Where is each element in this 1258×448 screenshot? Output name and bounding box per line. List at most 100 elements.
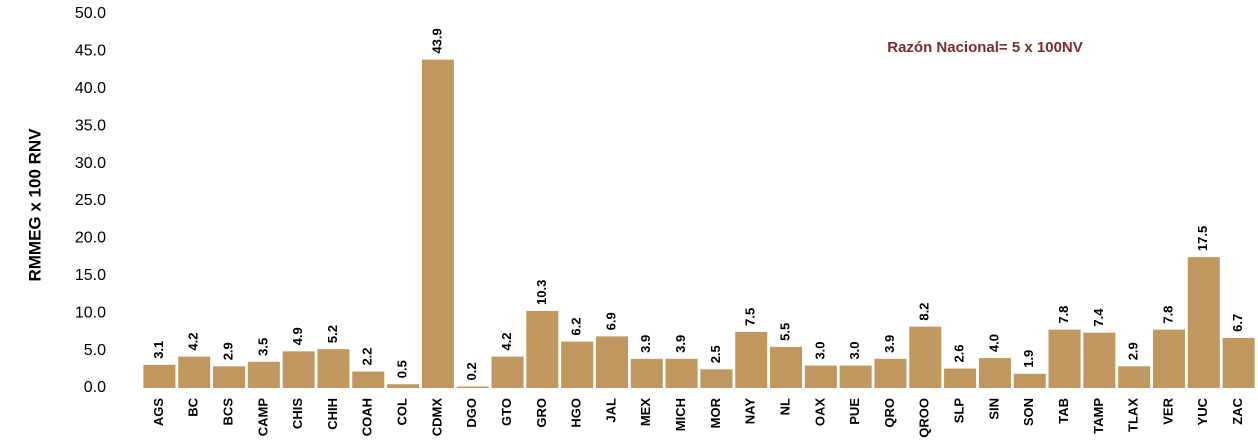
- value-label: 3.9: [882, 335, 897, 353]
- value-label: 5.5: [777, 323, 792, 341]
- x-tick-label: COL: [395, 398, 410, 426]
- y-tick-label: 40.0: [75, 80, 106, 97]
- value-label: 1.9: [1021, 350, 1036, 368]
- bar: [735, 331, 768, 388]
- x-tick-label: AGS: [151, 398, 166, 427]
- x-tick-label: TLAX: [1126, 398, 1141, 432]
- x-tick-label: MEX: [638, 398, 653, 427]
- value-label: 2.9: [1126, 342, 1141, 360]
- x-tick-label: YUC: [1195, 397, 1210, 425]
- x-tick-label: SLP: [952, 398, 967, 424]
- bar: [282, 351, 315, 388]
- value-label: 0.5: [395, 360, 410, 378]
- value-label: 3.5: [255, 338, 270, 356]
- x-tick-label: CHIS: [290, 398, 305, 429]
- value-label: 5.2: [325, 325, 340, 343]
- value-label: 3.1: [151, 341, 166, 359]
- x-tick-label: MICH: [673, 398, 688, 431]
- x-tick-label: HGO: [569, 398, 584, 428]
- value-label: 10.3: [534, 280, 549, 305]
- x-tick-label: GTO: [499, 398, 514, 426]
- y-tick-label: 25.0: [75, 192, 106, 209]
- bar: [630, 358, 663, 388]
- y-tick-label: 20.0: [75, 230, 106, 247]
- value-label: 17.5: [1195, 226, 1210, 251]
- value-label: 7.8: [1160, 306, 1175, 324]
- bar: [247, 361, 280, 388]
- bar: [839, 365, 872, 388]
- bar: [491, 356, 524, 388]
- y-tick-label: 50.0: [75, 5, 106, 22]
- bar: [352, 371, 385, 388]
- bar: [526, 310, 559, 388]
- x-tick-label: BC: [186, 397, 201, 416]
- y-tick-label: 10.0: [75, 304, 106, 321]
- bar: [1187, 257, 1220, 388]
- value-label: 43.9: [429, 28, 444, 53]
- x-tick-label: OAX: [812, 398, 827, 427]
- value-label: 7.8: [1056, 306, 1071, 324]
- x-tick-label: CDMX: [429, 398, 444, 437]
- value-label: 3.0: [847, 341, 862, 359]
- value-label: 4.2: [186, 333, 201, 351]
- y-tick-label: 35.0: [75, 117, 106, 134]
- value-label: 7.5: [743, 308, 758, 326]
- value-label: 2.9: [220, 342, 235, 360]
- x-tick-label: CHIH: [325, 398, 340, 430]
- value-label: 3.9: [638, 335, 653, 353]
- y-tick-label: 15.0: [75, 267, 106, 284]
- value-label: 4.0: [986, 334, 1001, 352]
- x-tick-label: GRO: [534, 398, 549, 428]
- x-tick-label: TAMP: [1091, 398, 1106, 434]
- value-label: 6.9: [603, 312, 618, 330]
- value-label: 2.5: [708, 345, 723, 363]
- x-tick-label: DGO: [464, 398, 479, 428]
- x-tick-label: PUE: [847, 398, 862, 425]
- y-tick-label: 0.0: [84, 379, 106, 396]
- x-tick-label: NAY: [743, 398, 758, 425]
- bar: [561, 341, 594, 388]
- value-label: 4.2: [499, 333, 514, 351]
- x-tick-label: CAMP: [255, 398, 270, 437]
- bar: [944, 368, 977, 388]
- bar: [978, 358, 1011, 388]
- bar: [804, 365, 837, 388]
- y-tick-label: 45.0: [75, 43, 106, 60]
- x-tick-label: SIN: [986, 398, 1001, 420]
- x-tick-label: QROO: [917, 398, 932, 438]
- bar: [456, 386, 489, 388]
- value-label: 3.9: [673, 335, 688, 353]
- value-label: 2.2: [360, 347, 375, 365]
- x-tick-label: TAB: [1056, 398, 1071, 424]
- y-tick-label: 30.0: [75, 155, 106, 172]
- x-tick-label: ZAC: [1230, 397, 1245, 424]
- x-tick-label: NL: [777, 398, 792, 415]
- x-tick-label: MOR: [708, 397, 723, 428]
- value-label: 8.2: [917, 303, 932, 321]
- bar: [1083, 332, 1116, 388]
- x-tick-label: COAH: [360, 398, 375, 436]
- bar: [874, 358, 907, 388]
- bar: [909, 326, 942, 388]
- value-label: 2.6: [952, 344, 967, 362]
- bar: [770, 346, 803, 388]
- y-axis-title: RMMEG x 100 RNV: [25, 128, 44, 282]
- x-tick-label: BCS: [220, 398, 235, 426]
- bar: [1118, 366, 1151, 388]
- bar: [595, 336, 628, 388]
- bar: [387, 384, 420, 388]
- bar: [143, 364, 176, 388]
- bar: [317, 349, 350, 388]
- value-label: 6.2: [569, 318, 584, 336]
- x-tick-label: QRO: [882, 398, 897, 428]
- value-label: 3.0: [812, 341, 827, 359]
- value-label: 6.7: [1230, 314, 1245, 332]
- annotation: Razón Nacional= 5 x 100NV: [887, 39, 1083, 56]
- x-tick-label: JAL: [603, 398, 618, 423]
- value-label: 4.9: [290, 327, 305, 345]
- bar: [1013, 373, 1046, 388]
- x-tick-label: VER: [1160, 397, 1175, 424]
- bar: [1152, 329, 1185, 388]
- bar: [213, 366, 246, 388]
